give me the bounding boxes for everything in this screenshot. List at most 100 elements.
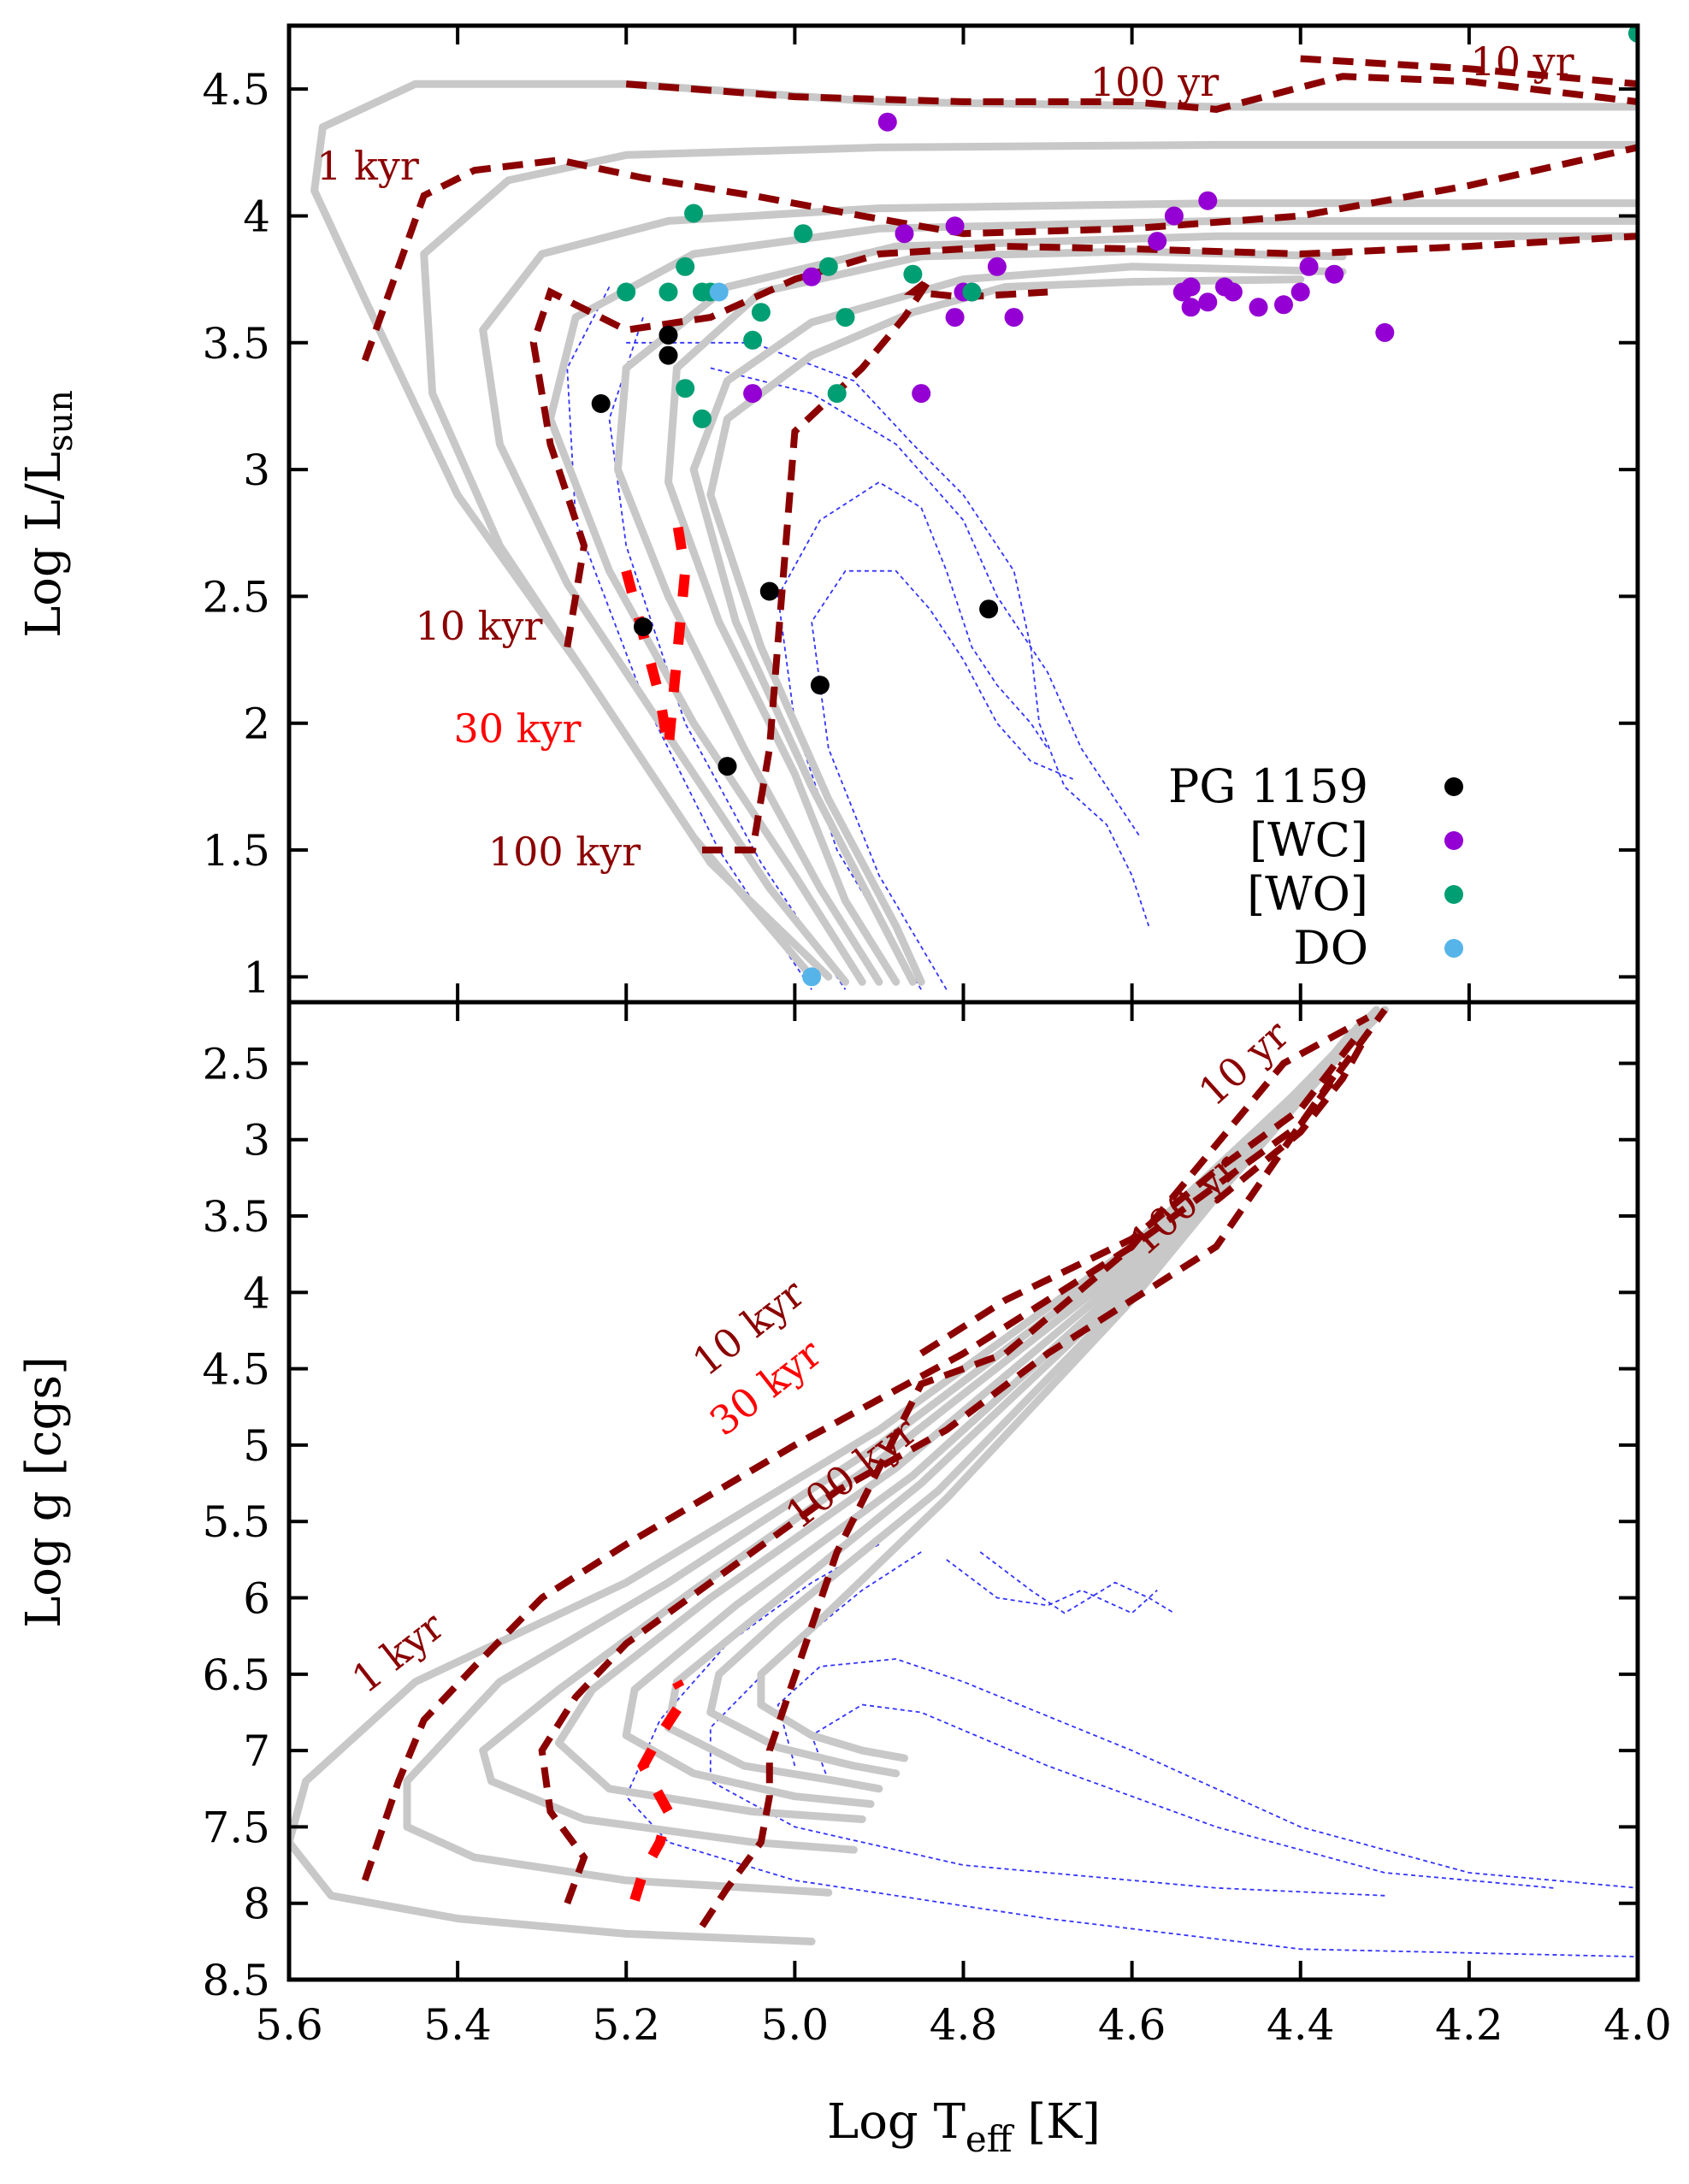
top-ylabel: Log L/Lsun bbox=[16, 390, 80, 638]
star-wc-5 bbox=[1004, 308, 1024, 328]
star-wc-8 bbox=[1164, 206, 1184, 226]
star-wc-4 bbox=[987, 257, 1007, 276]
bottom-ytick-label-4: 4.5 bbox=[202, 1345, 270, 1395]
star-wo-8 bbox=[676, 379, 695, 398]
x-tick-label-2: 5.2 bbox=[592, 2000, 660, 2050]
top-thin-track-5 bbox=[811, 570, 1073, 990]
top-ytick-label-0: 1 bbox=[243, 953, 270, 1002]
star-wo-15 bbox=[827, 384, 847, 404]
legend-marker-pg1159 bbox=[1444, 777, 1463, 796]
star-wc-13 bbox=[1181, 298, 1201, 317]
bottom-ytick-label-6: 5.5 bbox=[202, 1497, 270, 1547]
star-wo-14 bbox=[962, 282, 982, 302]
bottom-ytick-label-12: 8.5 bbox=[202, 1956, 270, 2005]
star-wo-13 bbox=[903, 264, 923, 284]
bottom-panel: 2.533.544.555.566.577.588.5 Log g [cgs] … bbox=[16, 1000, 1640, 2005]
top-ytick-label-4: 3 bbox=[243, 446, 270, 495]
top-ytick-label-2: 2 bbox=[243, 699, 270, 749]
legend-marker-wc bbox=[1444, 831, 1463, 850]
star-pg1159-3 bbox=[634, 617, 653, 636]
top-thin-track-0 bbox=[566, 286, 812, 990]
star-wc-10 bbox=[1148, 232, 1167, 251]
bottom-isochrone-100-yr bbox=[919, 1030, 1362, 1357]
top-evolutionary-track-7 bbox=[706, 275, 1305, 986]
top-thin-track-3 bbox=[710, 367, 1142, 838]
star-wo-6 bbox=[751, 303, 771, 322]
star-wc-2 bbox=[945, 216, 965, 236]
top-ytick-label-7: 4.5 bbox=[202, 65, 270, 115]
top-annotation-10-kyr: 10 kyr bbox=[415, 603, 542, 649]
star-wc-16 bbox=[1223, 282, 1243, 302]
x-tick-label-7: 4.2 bbox=[1435, 2000, 1503, 2050]
star-wc-23 bbox=[743, 384, 763, 404]
top-evolutionary-track-5 bbox=[664, 247, 1347, 986]
bottom-panel-frame bbox=[286, 1000, 1640, 1982]
x-tick-labels: 5.6 5.4 5.2 5.0 4.8 4.6 4.4 4.2 4.0 bbox=[255, 2000, 1672, 2050]
top-ylabel-sub: sun bbox=[41, 390, 80, 452]
bottom-isochrone-1-kyr bbox=[361, 1007, 1388, 1882]
bottom-annotation-1-kyr: 1 kyr bbox=[343, 1603, 452, 1702]
top-isochrone-1-kyr bbox=[361, 144, 1638, 362]
star-wo-16 bbox=[1628, 26, 1638, 43]
bottom-ytick-label-0: 2.5 bbox=[202, 1039, 270, 1089]
bottom-ytick-label-3: 4 bbox=[243, 1268, 270, 1318]
star-wc-1 bbox=[895, 224, 914, 244]
legend-marker-wo bbox=[1444, 885, 1463, 904]
star-wc-14 bbox=[1198, 292, 1218, 312]
star-wc-7 bbox=[802, 267, 822, 286]
x-tick-label-0: 5.6 bbox=[255, 2000, 323, 2050]
top-ytick-label-5: 3.5 bbox=[202, 319, 270, 369]
bottom-evolutionary-track-2 bbox=[479, 1006, 1380, 1854]
star-wc-6 bbox=[945, 308, 965, 328]
top-isochrone-10-kyr bbox=[529, 233, 1638, 648]
star-wc-9 bbox=[1198, 191, 1218, 210]
bottom-evolutionary-track-3 bbox=[554, 1013, 1380, 1823]
star-wc-19 bbox=[1290, 282, 1310, 302]
star-wc-21 bbox=[1325, 264, 1344, 284]
bottom-ylabel: Log g [cgs] bbox=[16, 1356, 72, 1628]
star-wo-10 bbox=[794, 224, 813, 244]
star-pg1159-4 bbox=[759, 581, 779, 601]
star-wc-24 bbox=[912, 384, 931, 404]
bottom-evolutionary-track-6 bbox=[706, 1029, 1364, 1778]
legend-marker-do bbox=[1444, 939, 1463, 958]
star-wc-18 bbox=[1274, 295, 1293, 315]
bottom-thin-track-4 bbox=[777, 1658, 1638, 1889]
star-wc-0 bbox=[877, 112, 897, 132]
bottom-isochrone-100-kyr bbox=[699, 1014, 1370, 1928]
bottom-isochrone-10-kyr bbox=[538, 1061, 1346, 1905]
top-annotation-100-kyr: 100 kyr bbox=[488, 829, 641, 875]
bottom-ticks: 2.5 3 3.5 4 4.5 5 5.5 6 6.5 7 7.5 8 8.5 bbox=[202, 1002, 1639, 2005]
legend-label-wo: [WO] bbox=[1247, 867, 1368, 921]
top-evolutionary-track-2 bbox=[479, 199, 1638, 986]
top-evolutionary-track-4 bbox=[613, 232, 1638, 986]
star-pg1159-0 bbox=[591, 394, 611, 413]
top-thin-track-4 bbox=[777, 481, 1048, 990]
star-wc-20 bbox=[1299, 257, 1319, 276]
top-isochrone-100-kyr bbox=[702, 276, 1048, 853]
legend-label-wc: [WC] bbox=[1249, 813, 1368, 867]
bottom-plot-area bbox=[289, 1006, 1638, 1958]
top-ticks: 1 1.5 2 2.5 3 3.5 4 4.5 bbox=[202, 26, 1639, 1002]
top-plot-area bbox=[310, 26, 1638, 990]
x-axis-title-unit: [K] bbox=[1013, 2094, 1101, 2150]
bottom-ytick-label-5: 5 bbox=[243, 1421, 270, 1471]
x-tick-label-8: 4.0 bbox=[1603, 2000, 1672, 2050]
star-pg1159-5 bbox=[810, 676, 830, 695]
bottom-thin-track-3 bbox=[946, 1559, 1158, 1614]
top-isochrone-100-yr bbox=[625, 73, 1638, 113]
legend: PG 1159[WC][WO]DO bbox=[1168, 759, 1463, 975]
star-wo-0 bbox=[617, 282, 636, 302]
star-wo-2 bbox=[676, 257, 695, 276]
star-pg1159-7 bbox=[979, 599, 999, 619]
bottom-ytick-label-2: 3.5 bbox=[202, 1192, 270, 1242]
bottom-annotation-100-yr: 100 yr bbox=[1120, 1144, 1247, 1265]
top-annotation-100-yr: 100 yr bbox=[1090, 59, 1219, 105]
star-do-1 bbox=[802, 967, 822, 987]
bottom-ytick-label-1: 3 bbox=[243, 1116, 270, 1166]
star-pg1159-1 bbox=[658, 325, 678, 345]
legend-label-do: DO bbox=[1293, 921, 1368, 975]
bottom-thin-track-2 bbox=[979, 1551, 1175, 1614]
